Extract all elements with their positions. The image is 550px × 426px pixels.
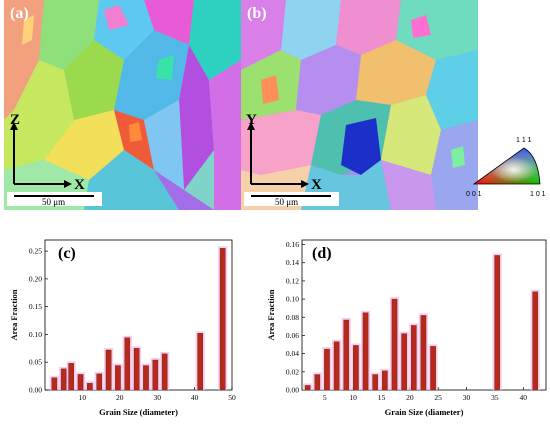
bar: [105, 349, 112, 391]
x-axis-label: Grain Size (diameter): [385, 407, 464, 417]
bar: [324, 348, 330, 391]
histogram-d: 0.00 0.02 0.04 0.06 0.08 0.10 0.12 0.14 0.16 5 10 1…: [266, 239, 547, 417]
bar: [115, 365, 121, 391]
y-tick-label: 0.02: [286, 367, 299, 376]
bar: [197, 333, 204, 391]
x-tick-label: 50: [228, 393, 236, 402]
x-tick-label: 40: [191, 393, 199, 402]
bar: [133, 348, 140, 391]
bar: [410, 325, 417, 391]
ebsd-map-a-overlay: (a) Z X 50 μm: [7, 5, 102, 207]
x-tick-label: 30: [153, 393, 161, 402]
y-axis-label: Area Fraction: [266, 289, 276, 340]
ebsd-map-b-overlay: (b) Y X 50 μm: [244, 5, 339, 207]
bar: [343, 319, 350, 391]
ipf-color-legend: 1 1 1 0 0 1 1 0 1: [466, 137, 546, 198]
x-axis-label: Grain Size (diameter): [99, 407, 178, 417]
bar: [372, 374, 378, 391]
bar: [362, 312, 369, 391]
x-tick-label: 20: [116, 393, 124, 402]
histogram-c: 0.00 0.05 0.10 0.15 0.20 0.25 10 20 30 40 50 Grain …: [9, 239, 236, 417]
bar: [152, 359, 159, 391]
x-tick-label: 20: [406, 393, 414, 402]
y-tick-label: 0.10: [29, 330, 42, 339]
y-tick-label: 0.15: [29, 302, 42, 311]
y-tick-label: 0.08: [286, 313, 299, 322]
y-tick-label: 0.00: [286, 386, 299, 395]
bar: [430, 346, 436, 391]
ebsd-map-b: [241, 0, 478, 210]
ipf-label-101: 1 0 1: [530, 191, 546, 198]
y-tick-label: 0.04: [286, 349, 299, 358]
panel-label-b: (b): [247, 5, 267, 22]
axis-label-x-a: X: [74, 177, 85, 193]
bar: [96, 373, 103, 391]
x-tick-label: 5: [323, 393, 327, 402]
y-tick-label: 0.00: [29, 386, 42, 395]
y-tick-label: 0.10: [286, 295, 299, 304]
scale-label-b: 50 μm: [275, 197, 298, 207]
bar: [87, 383, 93, 391]
y-axis-label: Area Fraction: [9, 289, 19, 340]
y-tick-label: 0.12: [286, 276, 299, 285]
bar: [304, 385, 311, 391]
y-tick-label: 0.20: [29, 274, 42, 283]
bar: [391, 298, 398, 391]
x-tick-label: 10: [79, 393, 87, 402]
bar: [68, 363, 74, 391]
panel-label: (d): [312, 245, 332, 262]
y-tick-label: 0.05: [29, 358, 42, 367]
bar: [401, 333, 407, 391]
ebsd-map-b-image: [241, 0, 478, 210]
bar: [382, 370, 388, 391]
axis-label-z: Z: [10, 112, 20, 128]
bar: [124, 337, 131, 391]
bar: [532, 291, 539, 391]
bar: [420, 315, 427, 391]
bar: [51, 377, 58, 391]
ipf-label-111: 1 1 1: [516, 137, 532, 144]
bar: [314, 374, 321, 391]
panel-label: (c): [58, 245, 76, 262]
y-tick-label: 0.16: [286, 240, 299, 249]
x-tick-label: 30: [463, 393, 471, 402]
x-tick-label: 25: [434, 393, 442, 402]
bar: [77, 374, 84, 391]
axis-label-x-b: X: [311, 177, 322, 193]
bar: [353, 345, 359, 391]
x-tick-label: 15: [378, 393, 386, 402]
bar: [60, 368, 67, 391]
x-tick-label: 40: [520, 393, 528, 402]
bar: [143, 365, 149, 391]
bar: [494, 255, 501, 391]
y-tick-label: 0.25: [29, 247, 42, 256]
bar: [219, 248, 226, 391]
axis-label-y: Y: [246, 112, 257, 128]
bar: [161, 353, 168, 391]
panel-label-a: (a): [10, 5, 29, 22]
scale-label-a: 50 μm: [42, 197, 65, 207]
ipf-label-001: 0 0 1: [466, 191, 482, 198]
bar: [333, 341, 340, 391]
x-tick-label: 35: [491, 393, 499, 402]
y-tick-label: 0.06: [286, 331, 299, 340]
x-tick-label: 10: [349, 393, 357, 402]
y-tick-label: 0.14: [286, 258, 299, 267]
